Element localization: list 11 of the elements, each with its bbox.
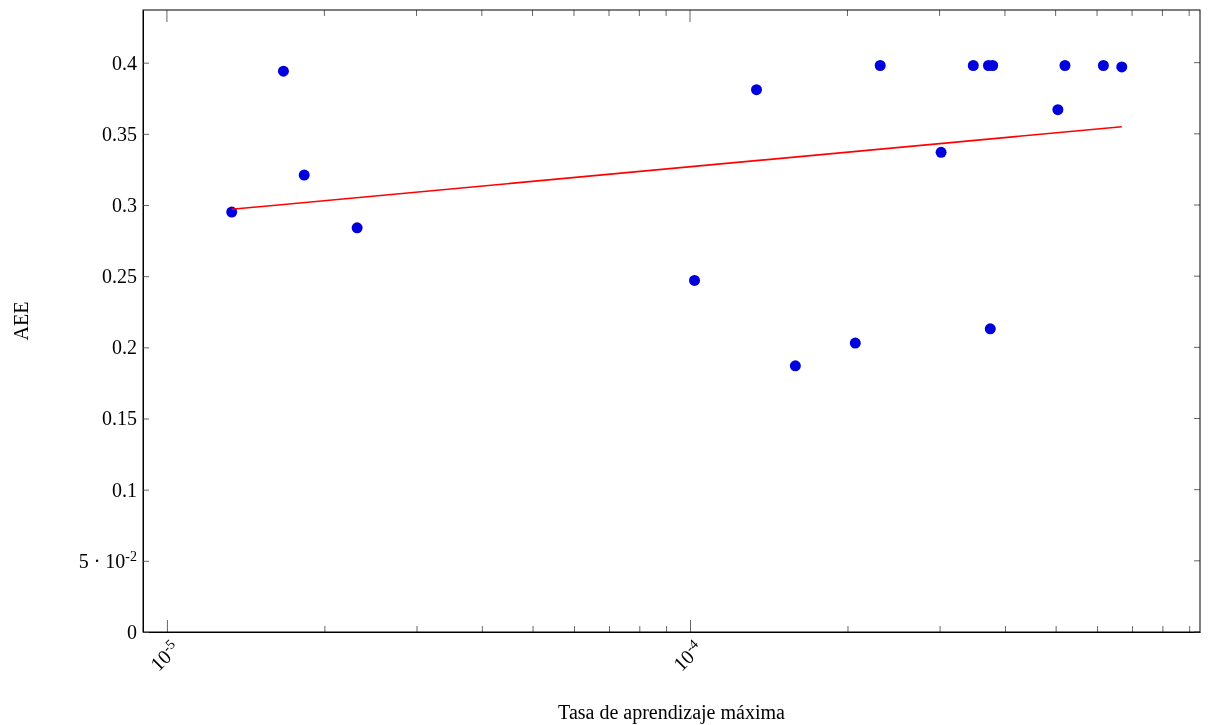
y-tick-label: 0.15 xyxy=(102,407,137,430)
y-tick-label: 5 · 10$^{-2}$ xyxy=(78,548,137,572)
y-tick-label: 0 xyxy=(127,621,137,643)
y-tick-label: 0.35 xyxy=(102,122,137,145)
x-axis-title: Tasa de aprendizaje máxima xyxy=(558,701,786,724)
y-tick-label: 0.2 xyxy=(112,336,137,359)
y-axis-title: AEE xyxy=(10,301,32,341)
y-tick-label: 0.25 xyxy=(102,265,137,288)
y-tick-label: 0.1 xyxy=(112,478,137,501)
y-tick-label: 0.3 xyxy=(112,194,137,216)
y-tick-label: 0.4 xyxy=(112,51,137,74)
